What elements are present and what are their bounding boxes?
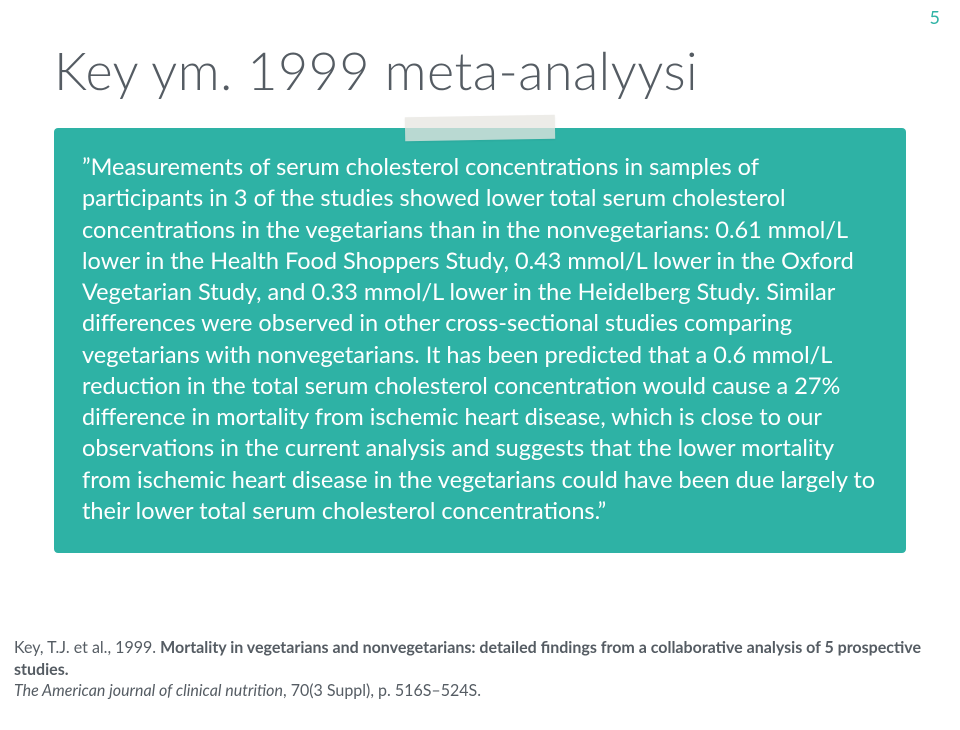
quote-text: ”Measurements of serum cholesterol conce… [82,152,878,527]
slide: 5 Key ym. 1999 meta-analyysi ”Measuremen… [0,0,960,730]
citation-authors: Key, T.J. et al., 1999. [14,638,160,657]
tape-decoration [405,115,555,142]
citation: Key, T.J. et al., 1999. Mortality in veg… [0,637,960,702]
slide-title: Key ym. 1999 meta-analyysi [54,40,698,102]
page-number: 5 [930,6,940,28]
citation-journal: The American journal of clinical nutriti… [14,681,283,700]
citation-suffix: , 70(3 Suppl), p. 516S–524S. [283,681,481,700]
quote-box: ”Measurements of serum cholesterol conce… [54,128,906,553]
